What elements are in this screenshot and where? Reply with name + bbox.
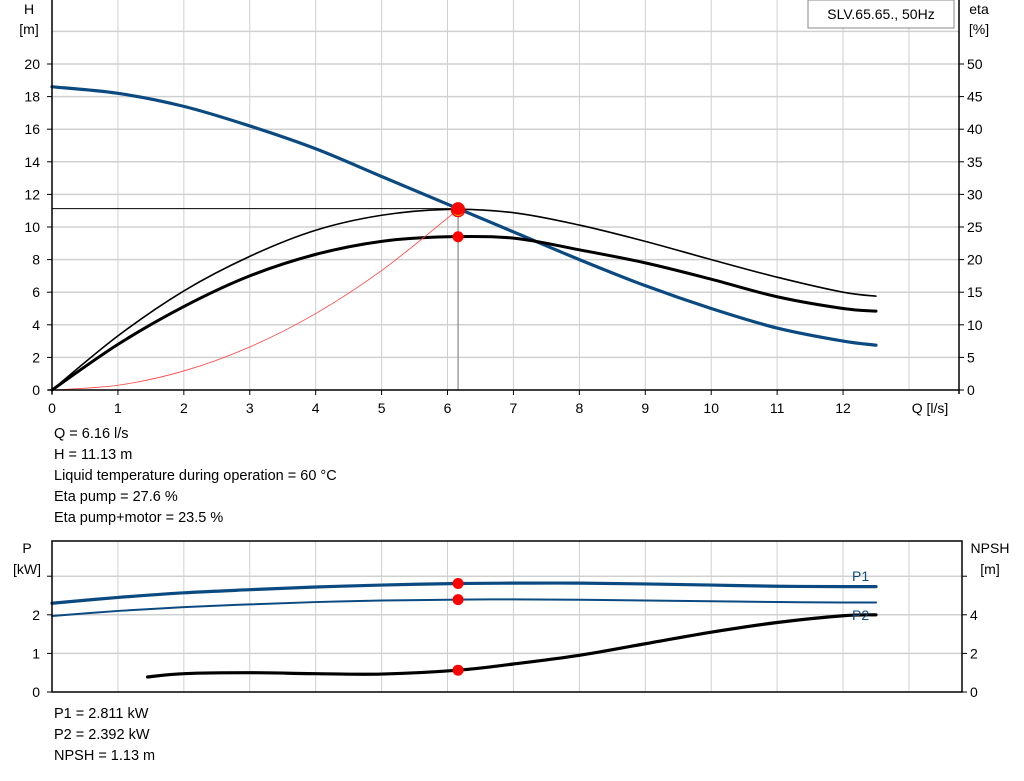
p1-series-label: P1 [852,568,869,584]
info-p2: P2 = 2.392 kW [54,727,150,743]
top-axes: 0 1 2 3 4 5 6 7 8 9 10 11 12024681012141618200510152… [24,0,983,416]
npsh-axis-label-unit: [m] [980,561,999,577]
p2-curve [51,598,877,617]
npsh-curve [145,613,878,679]
legend-box [807,0,955,29]
y-left-tick-label: 4 [32,317,40,333]
y-right-tick-label: 35 [967,154,983,170]
eta-pump-motor-point [452,231,464,243]
y-right-tick-label: 25 [967,219,983,235]
bottom-info-panel: P1 = 2.811 kW P2 = 2.392 kW NPSH = 1.13 … [54,704,155,767]
y-left-tick-label: 0 [32,382,40,398]
x-tick-label: 10 [703,400,719,416]
bottom-grid [52,541,962,692]
x-tick-label: 8 [575,400,583,416]
y-right-tick-label: 50 [967,56,983,72]
y-left-tick-label: 12 [24,186,40,202]
y-right-tick-label: 30 [967,186,983,202]
y-left-tick-label: 18 [24,89,40,105]
system-curve [51,208,459,391]
p-tick-label: 2 [32,607,40,623]
npsh-tick-label: 0 [970,684,978,700]
npsh-axis-label-name: NPSH [971,540,1010,556]
x-tick-label: 12 [835,400,851,416]
y-right-tick-label: 15 [967,284,983,300]
y-right-tick-label: 0 [967,382,975,398]
p2-series-label: P2 [852,607,869,623]
p1-curve [50,581,878,605]
info-liquid-temp: Liquid temperature during operation = 60… [54,468,337,484]
head-curve [50,85,878,347]
y-left-label-unit: [m] [19,21,38,37]
p-tick-label: 0 [32,684,40,700]
p2-operating-point [452,594,464,606]
p-axis-label-unit: [kW] [13,561,41,577]
bottom-plot-frame [51,540,963,693]
y-right-label-unit: [%] [969,21,989,37]
p-tick-label: 1 [32,645,40,661]
x-tick-label: 5 [378,400,386,416]
bottom-axes: 0 1 2 0 2 4 [32,540,978,700]
y-right-label-name: eta [969,1,989,17]
legend-box-label: SLV.65.65., 50Hz [827,6,934,22]
eta-pump-curve [51,208,877,391]
x-tick-label: 7 [510,400,518,416]
info-eta-pump-motor: Eta pump+motor = 23.5 % [54,510,224,526]
x-axis-label: Q [l/s] [912,400,949,416]
y-left-label-name: H [24,1,34,17]
eta-pump-motor-curve [50,234,878,392]
y-left-tick-label: 20 [24,56,40,72]
info-h: H = 11.13 m [54,447,133,463]
x-tick-label: 0 [48,400,56,416]
top-info-panel: Q = 6.16 l/s H = 11.13 m Liquid temperat… [54,424,337,529]
y-left-tick-label: 6 [32,284,40,300]
x-tick-label: 9 [641,400,649,416]
x-tick-label: 1 [114,400,122,416]
npsh-tick-label: 2 [970,645,978,661]
y-left-tick-label: 16 [24,121,40,137]
y-left-tick-label: 10 [24,219,40,235]
info-npsh: NPSH = 1.13 m [54,748,156,764]
top-series [50,85,878,392]
y-left-tick-label: 8 [32,252,40,268]
y-right-tick-label: 20 [967,252,983,268]
p-axis-label-name: P [22,540,31,556]
y-right-tick-label: 45 [967,89,983,105]
bottom-series [50,577,878,679]
p1-operating-point [452,577,464,589]
info-q: Q = 6.16 l/s [54,426,129,442]
x-tick-label: 4 [312,400,320,416]
y-left-tick-label: 2 [32,349,40,365]
y-right-tick-label: 10 [967,317,983,333]
top-grid [52,0,959,390]
npsh-operating-point [452,664,464,676]
info-p1: P1 = 2.811 kW [54,706,149,722]
y-right-tick-label: 5 [967,349,975,365]
x-tick-label: 3 [246,400,254,416]
y-left-tick-label: 14 [24,154,40,170]
x-tick-label: 6 [444,400,452,416]
npsh-tick-label: 4 [970,607,978,623]
y-right-tick-label: 40 [967,121,983,137]
info-eta-pump: Eta pump = 27.6 % [54,489,178,505]
x-tick-label: 11 [770,400,785,416]
x-tick-label: 2 [180,400,188,416]
operating-point [451,202,465,216]
